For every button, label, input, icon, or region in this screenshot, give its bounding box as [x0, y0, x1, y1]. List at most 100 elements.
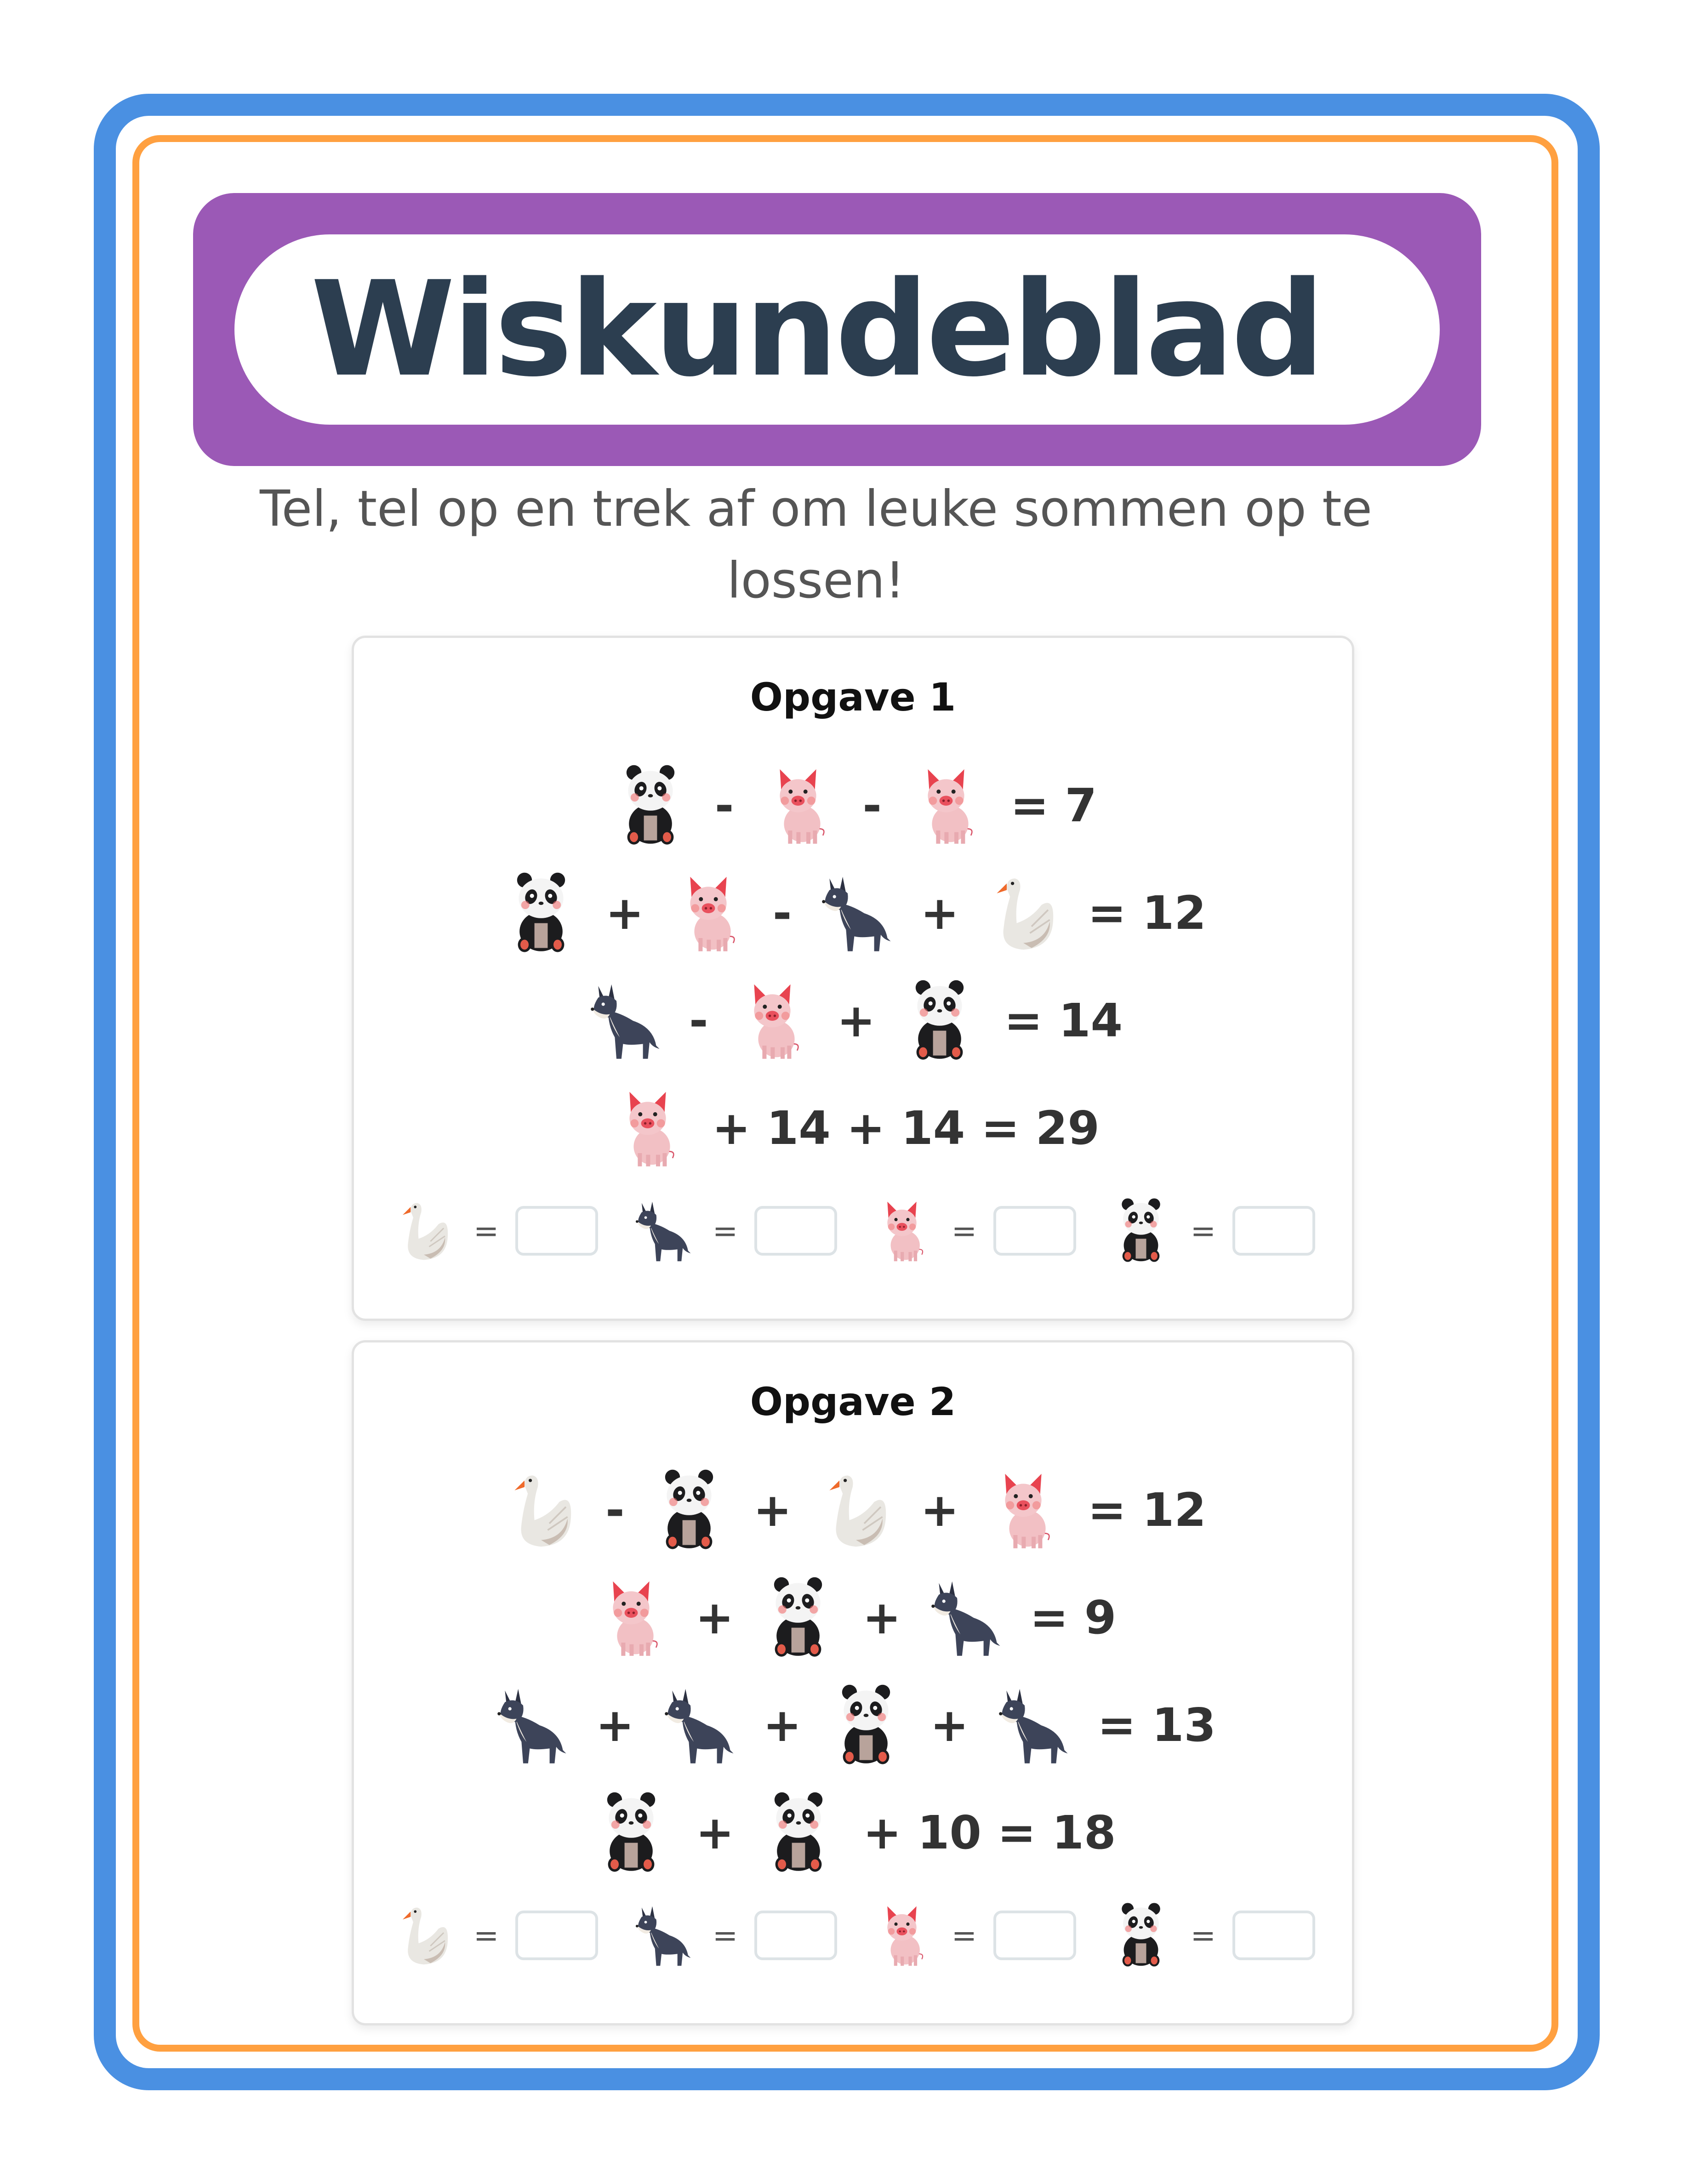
- swan-icon: [391, 1198, 457, 1264]
- equals-sign: =: [712, 1213, 738, 1249]
- panda-icon: [757, 1792, 840, 1874]
- panda-icon: [590, 1792, 673, 1874]
- equation-operator: +: [696, 1806, 735, 1860]
- subtitle-line-1: Tel, tel op en trek af om leuke sommen o…: [260, 480, 1372, 538]
- pig-icon: [590, 1576, 673, 1659]
- equation-operator: = 9: [1030, 1591, 1117, 1644]
- panda-icon: [1108, 1198, 1174, 1264]
- equals-sign: =: [951, 1213, 977, 1249]
- exercise-card: Opgave 1 - - = 7 + - + = 12 - + = 14 + 14 + 14 = 29…: [352, 636, 1354, 1321]
- equation-operator: -: [605, 1483, 625, 1537]
- wolf-icon: [630, 1902, 696, 1968]
- equals-sign: =: [951, 1917, 977, 1953]
- equation-operator: = 14: [1004, 994, 1123, 1047]
- pig-icon: [757, 764, 839, 847]
- wolf-icon: [924, 1576, 1007, 1659]
- page-title: Wiskundeblad: [310, 253, 1325, 406]
- equation-operator: +: [695, 1591, 734, 1644]
- equation-operator: + 10 = 18: [863, 1806, 1116, 1860]
- wolf-icon: [490, 1684, 573, 1767]
- wolf-icon: [815, 872, 897, 955]
- answer-input-wolf[interactable]: [754, 1911, 838, 1960]
- equation-row: - + + = 12: [354, 1464, 1352, 1556]
- equation-operator: = 7: [1010, 779, 1097, 832]
- panda-icon: [898, 979, 981, 1062]
- swan-icon: [815, 1469, 897, 1552]
- equation-operator: -: [714, 779, 734, 832]
- panda-icon: [1108, 1902, 1174, 1968]
- equation-operator: = 12: [1088, 886, 1206, 940]
- equals-sign: =: [1190, 1213, 1216, 1249]
- answer-wolf: =: [630, 1902, 838, 1968]
- wolf-icon: [992, 1684, 1074, 1767]
- subtitle: Tel, tel op en trek af om leuke sommen o…: [257, 473, 1374, 617]
- exercise-title: Opgave 2: [750, 1379, 956, 1424]
- wolf-icon: [583, 979, 666, 1062]
- pig-icon: [667, 872, 750, 955]
- equation-operator: + 14 + 14 = 29: [712, 1101, 1100, 1155]
- equation-operator: +: [862, 1591, 901, 1644]
- equals-sign: =: [1190, 1917, 1216, 1953]
- pig-icon: [869, 1198, 935, 1264]
- equation-operator: = 13: [1097, 1698, 1216, 1752]
- equation-operator: +: [763, 1698, 802, 1752]
- equals-sign: =: [712, 1917, 738, 1953]
- equation-operator: +: [837, 994, 876, 1047]
- equation-operator: +: [920, 1483, 959, 1537]
- answer-input-panda[interactable]: [1232, 1206, 1315, 1256]
- answer-input-panda[interactable]: [1232, 1911, 1315, 1960]
- pig-icon: [606, 1087, 689, 1170]
- swan-icon: [982, 872, 1065, 955]
- panda-icon: [825, 1684, 907, 1767]
- equals-sign: =: [473, 1917, 499, 1953]
- answer-input-wolf[interactable]: [754, 1206, 838, 1256]
- answer-panda: =: [1108, 1198, 1315, 1264]
- answer-swan: =: [391, 1902, 599, 1968]
- equation-row: + + + = 13: [354, 1679, 1352, 1771]
- answer-wolf: =: [630, 1198, 838, 1264]
- equation-operator: -: [862, 779, 882, 832]
- answer-input-pig[interactable]: [993, 1206, 1077, 1256]
- answer-input-swan[interactable]: [515, 1911, 599, 1960]
- swan-icon: [500, 1469, 582, 1552]
- answer-panda: =: [1108, 1902, 1315, 1968]
- equation-row: + + 10 = 18: [354, 1787, 1352, 1879]
- panda-icon: [500, 872, 582, 955]
- answer-pig: =: [869, 1902, 1077, 1968]
- inner-frame: [132, 135, 1558, 2052]
- equation-operator: +: [753, 1483, 792, 1537]
- answer-swan: =: [391, 1198, 599, 1264]
- pig-icon: [905, 764, 987, 847]
- subtitle-line-2: lossen!: [727, 552, 905, 609]
- equation-operator: +: [930, 1698, 969, 1752]
- answer-row: = = = =: [391, 1899, 1315, 1972]
- equation-operator: +: [595, 1698, 634, 1752]
- equation-operator: -: [689, 994, 708, 1047]
- exercise-title: Opgave 1: [750, 675, 956, 720]
- equation-operator: -: [772, 886, 792, 940]
- answer-input-pig[interactable]: [993, 1911, 1077, 1960]
- panda-icon: [609, 764, 692, 847]
- equation-operator: +: [920, 886, 959, 940]
- swan-icon: [391, 1902, 457, 1968]
- exercise-card: Opgave 2- + + = 12 + + = 9 + + + = 13 + + 10 = 18 = = =…: [352, 1340, 1354, 2025]
- title-pill: Wiskundeblad: [234, 234, 1440, 425]
- equation-row: - - = 7: [354, 760, 1352, 852]
- answer-pig: =: [869, 1198, 1077, 1264]
- pig-icon: [869, 1902, 935, 1968]
- equation-row: + - + = 12: [354, 867, 1352, 959]
- equals-sign: =: [473, 1213, 499, 1249]
- equation-operator: +: [605, 886, 644, 940]
- equation-operator: = 12: [1088, 1483, 1206, 1537]
- equation-row: - + = 14: [354, 975, 1352, 1067]
- equation-row: + + = 9: [354, 1572, 1352, 1664]
- answer-row: = = = =: [391, 1194, 1315, 1268]
- equation-row: + 14 + 14 = 29: [354, 1082, 1352, 1174]
- pig-icon: [731, 979, 814, 1062]
- panda-icon: [648, 1469, 730, 1552]
- wolf-icon: [630, 1198, 696, 1264]
- wolf-icon: [657, 1684, 740, 1767]
- answer-input-swan[interactable]: [515, 1206, 599, 1256]
- pig-icon: [982, 1469, 1065, 1552]
- panda-icon: [757, 1576, 839, 1659]
